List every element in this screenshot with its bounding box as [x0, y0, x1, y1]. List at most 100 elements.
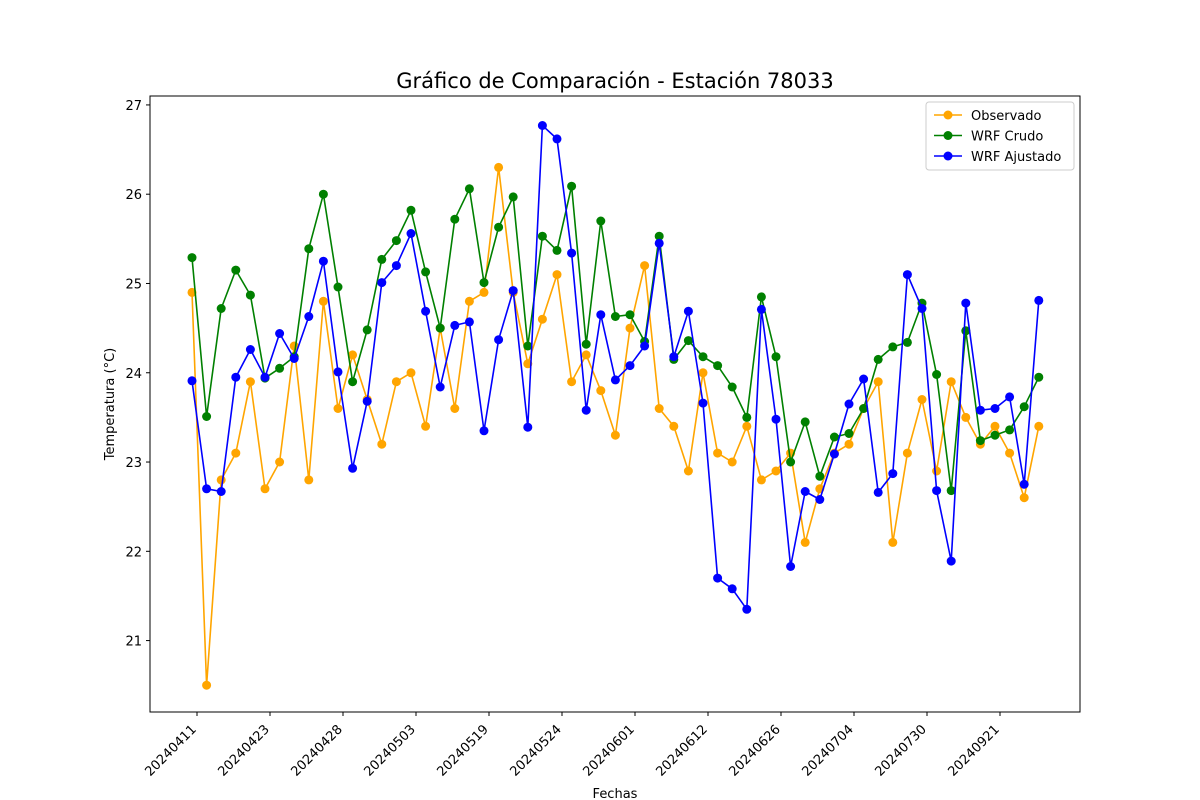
- data-point: [1034, 372, 1044, 382]
- data-point: [231, 372, 241, 382]
- data-point: [318, 189, 328, 199]
- plot-area: [149, 95, 1081, 713]
- data-point: [333, 367, 343, 377]
- data-point: [917, 304, 927, 313]
- data-point: [946, 486, 956, 496]
- data-point: [902, 448, 912, 458]
- data-point: [596, 216, 606, 226]
- data-point: [961, 298, 971, 308]
- x-axis-label: Fechas: [593, 787, 638, 800]
- data-point: [829, 432, 839, 442]
- data-point: [742, 604, 752, 614]
- data-point: [902, 337, 912, 347]
- data-point: [727, 457, 737, 467]
- data-point: [202, 412, 212, 421]
- data-point: [975, 405, 985, 415]
- y-axis-ticks: 21 22 23 24 25 26 27: [125, 99, 150, 650]
- data-point: [187, 376, 197, 386]
- data-point: [1019, 402, 1029, 412]
- chart-legend: Observado WRF Crudo WRF Ajustado: [925, 101, 1075, 171]
- data-point: [654, 404, 664, 413]
- legend-label: WRF Ajustado: [971, 150, 1061, 165]
- data-point: [260, 372, 270, 382]
- data-point: [479, 287, 489, 297]
- data-point: [713, 361, 723, 371]
- data-point: [450, 214, 460, 224]
- data-point: [567, 248, 577, 258]
- data-point: [318, 256, 328, 266]
- y-tick-label: 22: [125, 545, 142, 560]
- data-point: [260, 484, 270, 494]
- data-point: [698, 398, 708, 408]
- data-point: [216, 304, 226, 313]
- data-point: [800, 487, 810, 496]
- data-point: [1034, 295, 1044, 305]
- data-point: [537, 121, 547, 130]
- data-point: [975, 436, 985, 446]
- legend-marker: [943, 151, 953, 161]
- data-point: [275, 329, 285, 338]
- data-point: [523, 341, 533, 351]
- data-point: [873, 377, 883, 387]
- data-point: [391, 236, 401, 246]
- data-point: [552, 270, 562, 280]
- data-point: [406, 368, 416, 378]
- data-point: [786, 457, 796, 467]
- data-point: [1005, 392, 1015, 402]
- data-point: [494, 162, 504, 172]
- data-point: [581, 405, 591, 415]
- data-point: [932, 466, 942, 476]
- data-point: [932, 486, 942, 496]
- data-point: [362, 325, 372, 335]
- data-point: [231, 265, 241, 275]
- data-point: [829, 449, 839, 459]
- data-point: [610, 375, 620, 385]
- data-point: [683, 336, 693, 346]
- data-point: [669, 421, 679, 431]
- data-point: [961, 412, 971, 422]
- data-point: [610, 430, 620, 440]
- y-tick-label: 24: [125, 367, 142, 382]
- data-point: [450, 404, 460, 413]
- data-point: [946, 377, 956, 387]
- data-point: [202, 680, 212, 690]
- data-point: [377, 439, 387, 449]
- data-point: [756, 292, 766, 302]
- data-point: [377, 254, 387, 264]
- data-point: [333, 282, 343, 292]
- data-point: [786, 562, 796, 571]
- data-point: [231, 448, 241, 458]
- data-point: [610, 312, 620, 321]
- data-point: [479, 426, 489, 436]
- data-point: [596, 310, 606, 320]
- data-point: [654, 231, 664, 241]
- y-tick-label: 25: [125, 277, 142, 292]
- data-point: [625, 361, 635, 371]
- data-point: [683, 466, 693, 476]
- data-point: [844, 399, 854, 409]
- data-point: [815, 495, 825, 504]
- data-point: [245, 377, 255, 387]
- legend-box: [925, 101, 1075, 171]
- data-point: [932, 370, 942, 379]
- data-point: [348, 377, 358, 387]
- data-point: [698, 368, 708, 378]
- data-point: [216, 475, 226, 485]
- data-point: [435, 382, 445, 392]
- data-point: [1034, 421, 1044, 431]
- data-point: [640, 341, 650, 351]
- data-point: [450, 320, 460, 330]
- data-point: [1005, 448, 1015, 458]
- data-point: [523, 422, 533, 432]
- data-point: [552, 134, 562, 144]
- data-point: [391, 261, 401, 271]
- data-point: [873, 487, 883, 497]
- data-point: [596, 386, 606, 396]
- data-point: [581, 350, 591, 360]
- data-point: [625, 310, 635, 320]
- data-point: [859, 404, 869, 413]
- y-tick-label: 27: [125, 99, 142, 114]
- data-point: [464, 296, 474, 306]
- legend-marker: [943, 110, 953, 120]
- y-tick-label: 21: [125, 635, 142, 650]
